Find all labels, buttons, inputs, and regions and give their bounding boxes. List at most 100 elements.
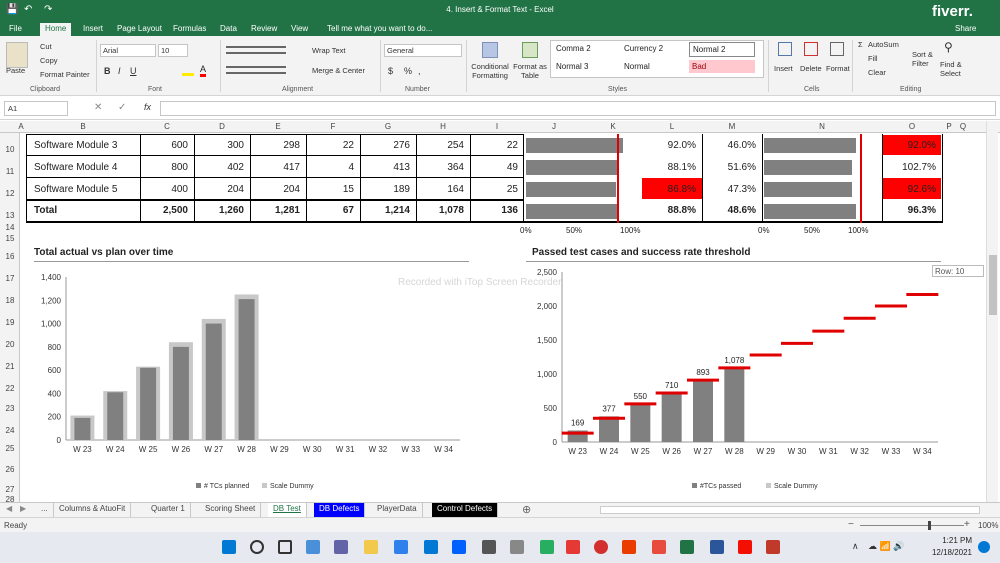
file-explorer-icon[interactable] xyxy=(364,540,378,554)
tab-page-layout[interactable]: Page Layout xyxy=(117,24,162,33)
currency-button[interactable]: $ xyxy=(388,66,394,76)
column-header[interactable]: C xyxy=(164,122,170,131)
office-icon[interactable] xyxy=(622,540,636,554)
font-color-icon[interactable]: A xyxy=(200,64,207,77)
cell-value[interactable]: 136 xyxy=(501,205,518,216)
style-normal[interactable]: Normal xyxy=(624,62,650,71)
row-header[interactable]: 24 xyxy=(5,426,15,435)
fill-button[interactable]: Fill xyxy=(868,54,878,63)
row-header[interactable]: 11 xyxy=(5,167,15,176)
style-normal-2[interactable]: Normal 2 xyxy=(689,42,755,57)
zoom-slider[interactable] xyxy=(860,525,964,526)
zoom-in-button[interactable]: + xyxy=(964,519,970,530)
cell-value[interactable]: 15 xyxy=(342,184,354,195)
cell-value[interactable]: 600 xyxy=(171,140,188,151)
horizontal-scrollbar[interactable] xyxy=(600,506,980,514)
column-header[interactable]: J xyxy=(552,122,556,131)
cell-value[interactable]: 413 xyxy=(393,162,410,173)
row-header[interactable]: 14 xyxy=(5,223,15,232)
cell-value[interactable]: 92.0% xyxy=(667,140,696,151)
merge-center-button[interactable]: Merge & Center xyxy=(312,66,365,75)
cell-value[interactable]: 88.1% xyxy=(667,162,696,173)
cell-value[interactable]: 1,260 xyxy=(218,205,244,216)
row-header[interactable]: 15 xyxy=(5,234,15,243)
opera-icon[interactable] xyxy=(594,540,608,554)
format-cells-icon[interactable] xyxy=(830,42,844,56)
cell-value[interactable]: 254 xyxy=(447,140,464,151)
cell-value[interactable]: 1,214 xyxy=(384,205,410,216)
sheet-tab-active[interactable]: DB Test xyxy=(268,503,307,517)
column-header[interactable]: E xyxy=(275,122,281,131)
tab-view[interactable]: View xyxy=(291,24,309,33)
column-header[interactable]: K xyxy=(610,122,616,131)
row-header[interactable]: 28 xyxy=(5,495,15,504)
copy-button[interactable]: Copy xyxy=(40,56,58,65)
row-label[interactable]: Software Module 3 xyxy=(34,140,118,151)
start-icon[interactable] xyxy=(222,540,236,554)
column-header[interactable]: G xyxy=(384,122,392,131)
row-label[interactable]: Software Module 4 xyxy=(34,162,118,173)
paste-icon[interactable] xyxy=(6,42,28,68)
cell-value[interactable]: 298 xyxy=(283,140,300,151)
search-icon[interactable] xyxy=(250,540,264,554)
cell-value[interactable]: 204 xyxy=(227,184,244,195)
tab-formulas[interactable]: Formulas xyxy=(173,24,207,33)
autosum-button[interactable]: AutoSum xyxy=(868,40,899,49)
format-as-table-button[interactable]: Format as Table xyxy=(513,62,547,80)
sheet-tab[interactable]: Scoring Sheet xyxy=(200,503,262,517)
cell-value[interactable]: 1,281 xyxy=(274,205,300,216)
mail-icon[interactable] xyxy=(424,540,438,554)
excel-icon[interactable] xyxy=(680,540,694,554)
delete-cells-icon[interactable] xyxy=(804,42,818,56)
cell-value[interactable]: 48.6% xyxy=(727,205,756,216)
conditional-formatting-icon[interactable] xyxy=(482,42,498,58)
row-header[interactable]: 21 xyxy=(5,362,15,371)
tray-chevron-icon[interactable]: ∧ xyxy=(852,541,859,551)
italic-button[interactable]: I xyxy=(118,66,121,76)
style-bad[interactable]: Bad xyxy=(689,60,755,73)
fill-color-icon[interactable] xyxy=(182,66,194,76)
cell-value[interactable]: 47.3% xyxy=(727,184,756,195)
app-icon[interactable] xyxy=(652,540,666,554)
sort-filter-button[interactable]: Sort & Filter xyxy=(912,50,933,68)
cell-value[interactable]: 164 xyxy=(447,184,464,195)
tab-insert[interactable]: Insert xyxy=(83,24,104,33)
sheet-tab[interactable]: DB Defects xyxy=(314,503,366,517)
dropbox-icon[interactable] xyxy=(452,540,466,554)
column-header[interactable]: D xyxy=(219,122,225,131)
column-header[interactable]: B xyxy=(80,122,86,131)
row-header[interactable]: 16 xyxy=(5,252,15,261)
row-header[interactable]: 23 xyxy=(5,404,15,413)
cell-value[interactable]: 88.8% xyxy=(667,205,696,216)
row-header[interactable]: 22 xyxy=(5,384,15,393)
column-header[interactable]: P xyxy=(946,122,952,131)
edge-icon[interactable] xyxy=(394,540,408,554)
style-currency-2[interactable]: Currency 2 xyxy=(624,44,664,53)
calculator-icon[interactable] xyxy=(510,540,524,554)
cell-value[interactable]: 22 xyxy=(506,140,518,151)
undo-icon[interactable]: ↶ xyxy=(24,4,33,15)
prev-sheet-icon[interactable]: ◀ xyxy=(6,504,13,513)
font-size-select[interactable]: 10 xyxy=(158,44,188,57)
insert-button[interactable]: Insert xyxy=(774,64,793,73)
cell-value[interactable]: 276 xyxy=(393,140,410,151)
cell-value[interactable]: 102.7% xyxy=(902,162,936,173)
cell-value[interactable]: 204 xyxy=(283,184,300,195)
zoom-slider-thumb[interactable] xyxy=(928,521,931,530)
tab-home[interactable]: Home xyxy=(40,23,72,36)
wrap-text-button[interactable]: Wrap Text xyxy=(312,46,346,55)
vertical-scrollbar[interactable] xyxy=(986,121,998,502)
row-header[interactable]: 18 xyxy=(5,296,15,305)
notification-icon[interactable] xyxy=(978,541,990,553)
save-icon[interactable]: 💾 xyxy=(6,4,19,15)
autosum-icon[interactable]: Σ xyxy=(858,40,863,49)
column-header[interactable]: M xyxy=(728,122,736,131)
row-header[interactable]: 20 xyxy=(5,340,15,349)
number-format-select[interactable]: General xyxy=(384,44,462,57)
cell-value[interactable]: 364 xyxy=(447,162,464,173)
row-header[interactable]: 13 xyxy=(5,211,15,220)
share-button[interactable]: Share xyxy=(955,24,977,33)
find-select-icon[interactable]: ⚲ xyxy=(944,40,953,54)
cell-value[interactable]: 189 xyxy=(393,184,410,195)
teams-icon[interactable] xyxy=(334,540,348,554)
